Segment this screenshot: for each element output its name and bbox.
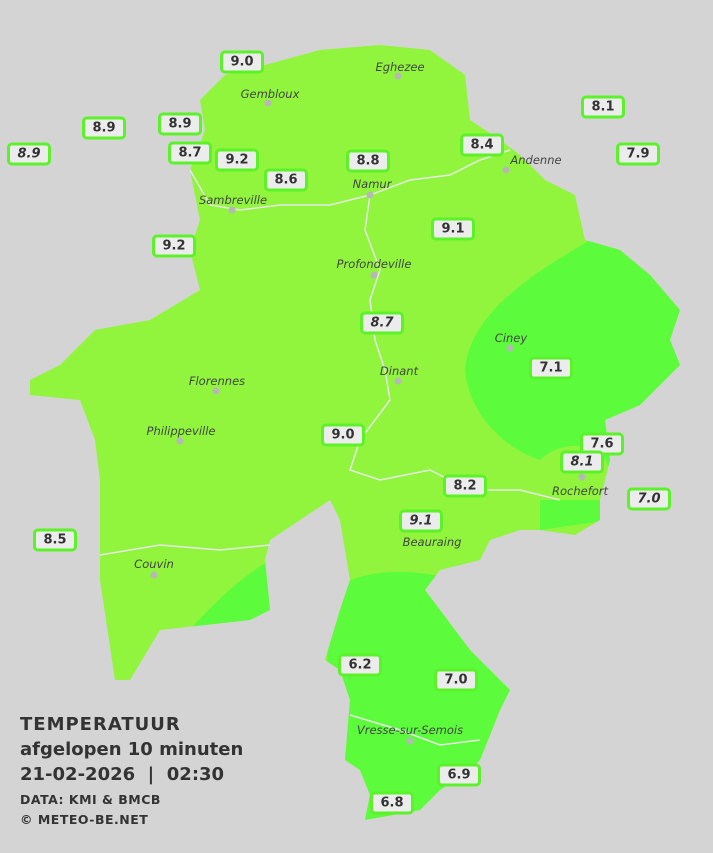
city-profondeville: Profondeville (336, 257, 412, 271)
river-semois (349, 714, 481, 746)
legend-subtitle: afgelopen 10 minuten (20, 739, 244, 760)
city-rochefort: Rochefort (551, 484, 609, 498)
city-dot (394, 72, 402, 80)
station-label[interactable]: 8.6 (264, 168, 308, 192)
station-label[interactable]: 9.2 (215, 148, 259, 172)
city-dot (228, 206, 236, 214)
city-dot (506, 344, 514, 352)
city-dot (150, 571, 158, 579)
legend-datetime: 21-02-2026 | 02:30 (20, 764, 225, 785)
station-label[interactable]: 8.8 (346, 149, 390, 173)
legend-copyright: © METEO-BE.NET (20, 812, 149, 827)
city-dot (176, 437, 184, 445)
station-label[interactable]: 8.1 (560, 450, 604, 474)
city-beauraing: Beauraing (402, 535, 462, 549)
city-dot (370, 271, 378, 279)
city-couvin: Couvin (134, 557, 174, 571)
city-gembloux: Gembloux (240, 87, 300, 101)
city-dinant: Dinant (379, 364, 419, 378)
zone-dark-south (320, 571, 520, 820)
station-label[interactable]: 8.9 (158, 112, 202, 136)
station-label[interactable]: 7.0 (627, 487, 671, 511)
station-label[interactable]: 8.2 (443, 474, 487, 498)
station-label[interactable]: 7.1 (529, 356, 573, 380)
city-eghezee: Eghezee (375, 60, 425, 74)
legend-source: DATA: KMI & BMCB (20, 792, 161, 807)
city-namur: Namur (352, 177, 392, 191)
city-vresse-sur-semois: Vresse-sur-Semois (356, 723, 464, 737)
city-dot (406, 737, 414, 745)
station-label[interactable]: 6.9 (437, 763, 481, 787)
station-label[interactable]: 8.7 (360, 311, 404, 335)
city-philippeville: Philippeville (146, 424, 216, 438)
station-label[interactable]: 6.2 (338, 653, 382, 677)
station-label[interactable]: 8.4 (460, 133, 504, 157)
station-label[interactable]: 9.0 (321, 423, 365, 447)
city-andenne: Andenne (510, 153, 562, 167)
station-label[interactable]: 9.2 (152, 234, 196, 258)
station-label[interactable]: 9.0 (220, 50, 264, 74)
river-sambre-meuse (189, 149, 511, 211)
station-label[interactable]: 9.1 (431, 217, 475, 241)
station-label[interactable]: 8.9 (7, 142, 51, 166)
legend-title: TEMPERATUUR (20, 714, 181, 735)
city-dot (264, 99, 272, 107)
station-label[interactable]: 6.8 (370, 791, 414, 815)
city-sambreville: Sambreville (198, 193, 268, 207)
legend: TEMPERATUUR afgelopen 10 minuten 21-02-2… (20, 712, 243, 830)
station-label[interactable]: 8.1 (581, 95, 625, 119)
station-label[interactable]: 7.0 (434, 668, 478, 692)
city-dot (502, 166, 510, 174)
city-dot (578, 473, 586, 481)
station-label[interactable]: 8.7 (168, 141, 212, 165)
city-dot (212, 387, 220, 395)
station-label[interactable]: 9.1 (399, 509, 443, 533)
city-dot (394, 377, 402, 385)
city-dot (366, 191, 374, 199)
station-label[interactable]: 8.5 (33, 528, 77, 552)
station-label[interactable]: 8.9 (82, 116, 126, 140)
city-ciney: Ciney (494, 331, 528, 345)
river-viroin (99, 544, 271, 556)
city-florennes: Florennes (188, 374, 246, 388)
station-label[interactable]: 7.9 (616, 142, 660, 166)
